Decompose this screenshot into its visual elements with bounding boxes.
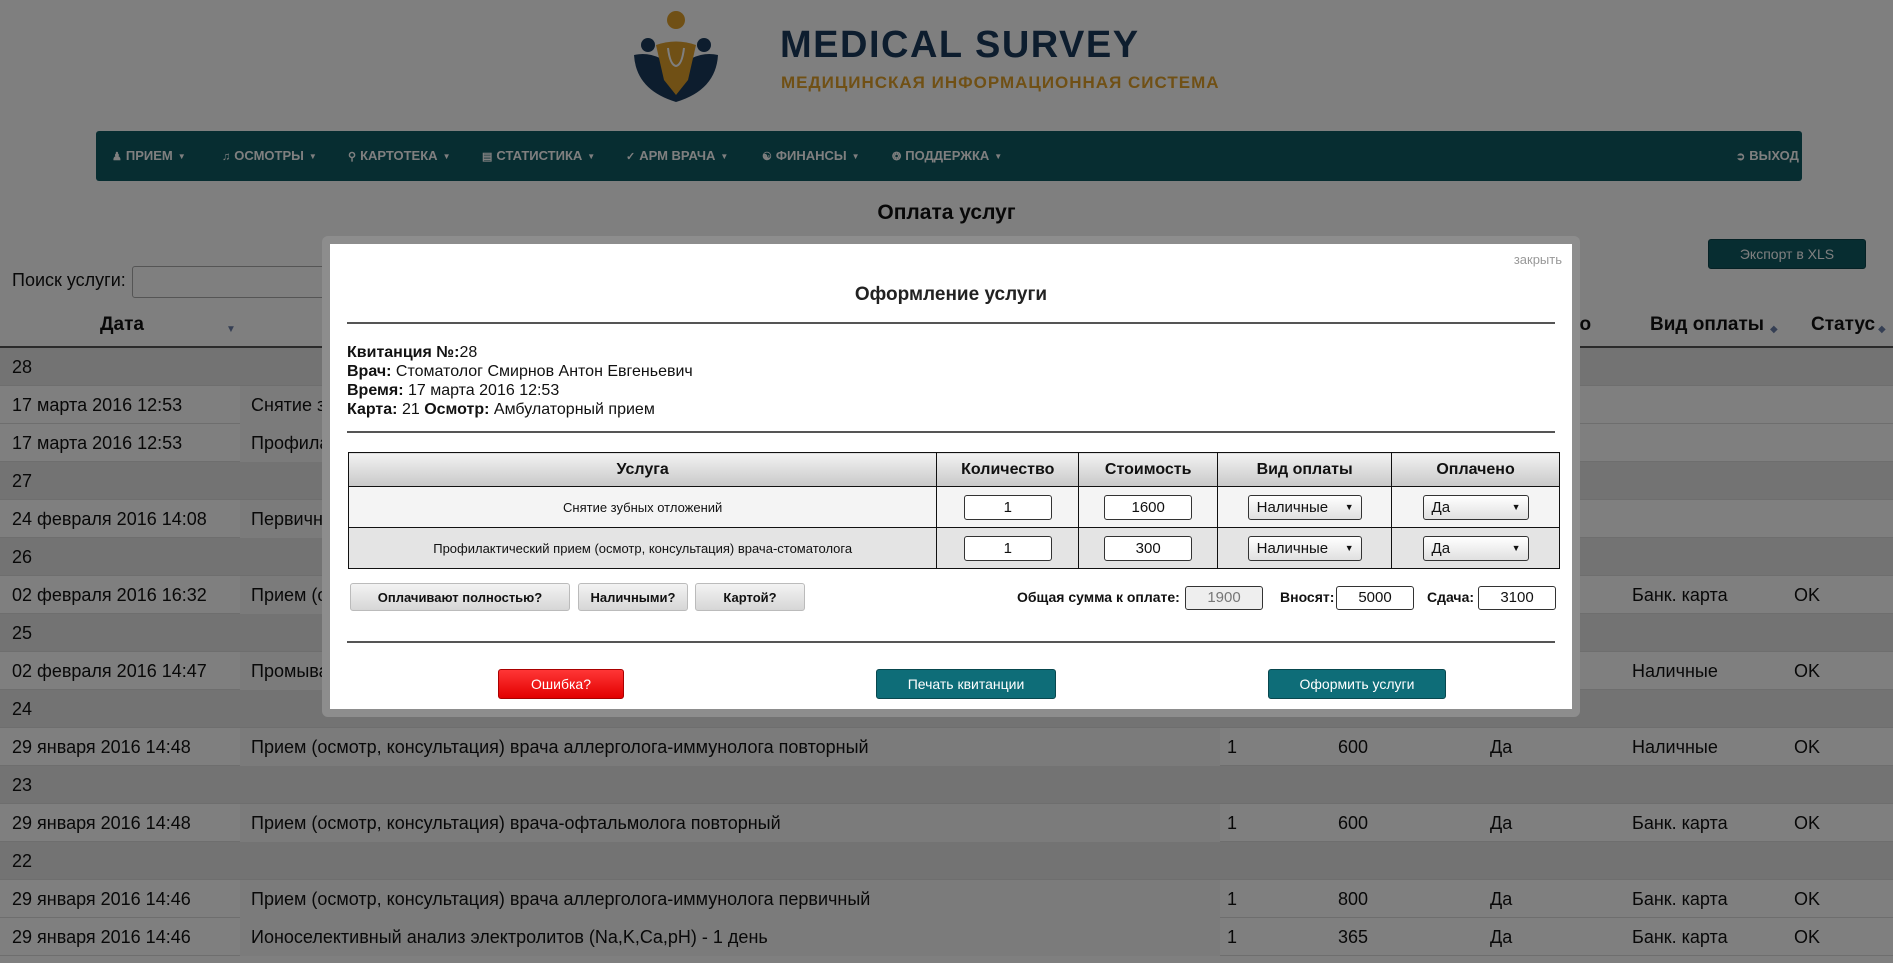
chevron-down-icon: ▼ [1344,542,1354,553]
service-name: Профилактический прием (осмотр, консульт… [347,527,938,569]
close-link[interactable]: закрыть [1513,252,1562,267]
table-row: Профилактический прием (осмотр, консульт… [347,527,1560,569]
chevron-down-icon: ▼ [1344,501,1354,512]
payment-type-select[interactable]: Наличные ▼ [1247,494,1362,520]
print-receipt-button[interactable]: Печать квитанции [876,669,1056,699]
service-name: Снятие зубных отложений [347,486,938,528]
dialog-title: Оформление услуги [854,284,1048,305]
chevron-down-icon: ▼ [1511,501,1521,512]
divider [347,322,1555,324]
divider [347,431,1555,433]
col-cost: Стоимость [1078,452,1219,487]
receipt-info: Квитанция №:28 Врач: Стоматолог Смирнов … [347,343,693,419]
paid-select[interactable]: Да ▼ [1422,535,1529,561]
quantity-input[interactable]: 1 [963,494,1052,520]
divider [347,641,1555,643]
total-label: Общая сумма к оплате: [1017,589,1180,605]
service-dialog: закрыть Оформление услуги Квитанция №:28… [322,236,1580,717]
pay-card-button[interactable]: Картой? [695,583,805,611]
time-line: Время: 17 марта 2016 12:53 [347,382,560,399]
doctor-line: Врач: Стоматолог Смирнов Антон Евгеньеви… [347,363,693,380]
submit-services-button[interactable]: Оформить услуги [1268,669,1446,699]
pay-cash-button[interactable]: Наличными? [578,583,688,611]
col-payment-type: Вид оплаты [1217,452,1393,487]
card-line: Карта: 21 Осмотр: Амбулаторный прием [347,401,655,418]
paid-select[interactable]: Да ▼ [1422,494,1529,520]
change-field[interactable]: 3100 [1478,586,1556,610]
receipt-number-line: Квитанция №:28 [347,344,478,361]
error-button[interactable]: Ошибка? [498,669,624,699]
paid-amount-input[interactable]: 5000 [1336,586,1414,610]
table-row: Снятие зубных отложений 1 1600 Наличные ▼… [347,486,1560,528]
total-field: 1900 [1185,586,1263,610]
change-label: Сдача: [1427,589,1475,605]
cost-input[interactable]: 300 [1104,535,1193,561]
table-header-row: Услуга Количество Стоимость Вид оплаты О… [347,452,1560,487]
service-items-table: Услуга Количество Стоимость Вид оплаты О… [347,452,1560,569]
col-service: Услуга [347,452,938,487]
pay-full-button[interactable]: Оплачивают полностью? [350,583,570,611]
quantity-input[interactable]: 1 [963,535,1052,561]
chevron-down-icon: ▼ [1511,542,1521,553]
col-quantity: Количество [936,452,1080,487]
cost-input[interactable]: 1600 [1104,494,1193,520]
col-paid: Оплачено [1391,452,1560,487]
paid-amount-label: Вносят: [1280,589,1335,605]
payment-type-select[interactable]: Наличные ▼ [1247,535,1362,561]
